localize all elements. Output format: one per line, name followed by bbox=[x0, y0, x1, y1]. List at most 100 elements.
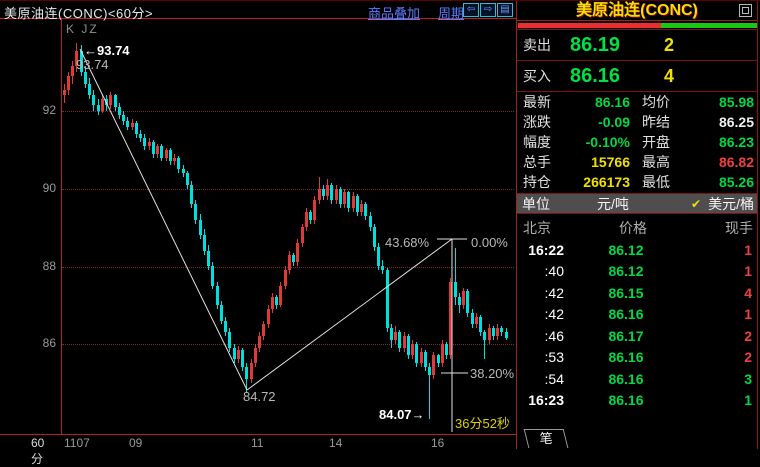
candle-body bbox=[318, 189, 321, 200]
candle-body bbox=[182, 169, 185, 173]
annotation-label: 36分52秒 bbox=[455, 416, 510, 431]
stat-value: 86.23 bbox=[718, 134, 754, 150]
candle-body bbox=[390, 328, 393, 340]
annotation-label: ←93.74 bbox=[84, 43, 130, 58]
candle-body bbox=[496, 328, 499, 336]
candle-body bbox=[386, 270, 389, 328]
candle-body bbox=[347, 192, 350, 208]
time-axis-line bbox=[0, 434, 516, 435]
tab-transactions[interactable]: 笔 bbox=[523, 429, 569, 448]
candle-body bbox=[186, 173, 189, 185]
tick-header-time: 北京 bbox=[523, 219, 551, 236]
candle-body bbox=[271, 297, 274, 309]
candle-wick bbox=[484, 330, 485, 359]
candle-body bbox=[101, 99, 104, 111]
annotation-label: 93.74 bbox=[76, 57, 109, 72]
candle-body bbox=[241, 350, 244, 367]
scroll-left-icon[interactable]: ⇦ bbox=[463, 3, 479, 17]
ask-row: 卖出 86.19 2 bbox=[518, 30, 757, 60]
sell-ratio-segment bbox=[518, 23, 662, 28]
split-window-icon[interactable]: ▤ bbox=[497, 3, 513, 17]
trendline bbox=[246, 238, 453, 391]
scroll-right-icon[interactable]: ⇨ bbox=[480, 3, 496, 17]
candle-body bbox=[322, 189, 325, 196]
candle-body bbox=[326, 185, 329, 196]
stat-row: 涨跌 -0.09 昨结 86.25 bbox=[518, 112, 757, 132]
candle-body bbox=[369, 216, 372, 227]
candle-body bbox=[80, 51, 83, 72]
candle-body bbox=[313, 200, 316, 220]
candle-body bbox=[220, 305, 223, 321]
stat-label: 总手 bbox=[523, 154, 551, 170]
tick-price: 86.16 bbox=[608, 392, 644, 409]
bid-size: 4 bbox=[664, 65, 675, 86]
candle-body bbox=[262, 324, 265, 336]
tick-row: :53 86.16 2 bbox=[518, 347, 757, 369]
candle-body bbox=[88, 84, 91, 95]
candle-body bbox=[245, 367, 248, 379]
candle-body bbox=[292, 255, 295, 262]
overlay-button[interactable]: 商品叠加 bbox=[368, 6, 421, 21]
annotation-label: 43.68% bbox=[385, 235, 430, 250]
tick-time: 16:22 bbox=[528, 241, 564, 258]
candle-body bbox=[458, 297, 461, 305]
tick-time: :42 bbox=[544, 306, 564, 323]
candle-body bbox=[156, 146, 159, 154]
candle-body bbox=[224, 321, 227, 332]
candle-body bbox=[424, 352, 427, 367]
candle-body bbox=[211, 266, 214, 286]
candle-body bbox=[250, 363, 253, 379]
candle-body bbox=[407, 336, 410, 355]
time-tick-label: 1107 bbox=[64, 436, 90, 450]
candle-body bbox=[415, 344, 418, 363]
period-button[interactable]: 周期 bbox=[438, 6, 465, 21]
time-tick-label: 14 bbox=[329, 436, 343, 450]
candle-body bbox=[126, 121, 129, 127]
stat-row: 最新 86.16 均价 85.98 bbox=[518, 92, 757, 112]
candle-body bbox=[500, 328, 503, 332]
candle-body bbox=[411, 344, 414, 355]
unit-option-usd-barrel[interactable]: 美元/桶 bbox=[708, 195, 754, 212]
unit-selector-row[interactable]: 单位 元/吨 ✔ 美元/桶 bbox=[517, 193, 758, 214]
unit-option-yuan-ton[interactable]: 元/吨 bbox=[597, 195, 629, 212]
tick-time: :40 bbox=[544, 263, 564, 280]
tick-time: :53 bbox=[544, 349, 564, 366]
tick-row: :54 86.16 3 bbox=[518, 368, 757, 390]
tick-row: 16:22 86.12 1 bbox=[518, 239, 757, 261]
stat-label: 涨跌 bbox=[523, 114, 551, 130]
candle-body bbox=[471, 313, 474, 324]
candle-body bbox=[403, 336, 406, 348]
candle-body bbox=[254, 348, 257, 363]
tick-price: 86.17 bbox=[608, 327, 644, 344]
candle-body bbox=[454, 282, 457, 297]
bid-row: 买入 86.16 4 bbox=[518, 61, 757, 91]
tab-transactions-label: 笔 bbox=[539, 431, 553, 446]
tick-volume: 1 bbox=[744, 392, 752, 409]
ask-price: 86.19 bbox=[570, 33, 621, 56]
tick-row: 16:23 86.16 1 bbox=[518, 390, 757, 412]
stat-value: 86.82 bbox=[718, 154, 754, 170]
candle-body bbox=[398, 332, 401, 348]
tick-row: :42 86.15 4 bbox=[518, 282, 757, 304]
stat-row: 总手 15766 最高 86.82 bbox=[518, 152, 757, 172]
checkmark-icon: ✔ bbox=[691, 196, 702, 211]
candle-body bbox=[143, 138, 146, 146]
tick-price: 86.16 bbox=[608, 306, 644, 323]
panel-right-border bbox=[757, 1, 758, 449]
candle-body bbox=[462, 291, 465, 305]
price-tick-label: 88 bbox=[42, 259, 56, 273]
maximize-icon[interactable] bbox=[739, 4, 752, 17]
candle-body bbox=[381, 266, 384, 270]
stat-label: 昨结 bbox=[642, 114, 670, 130]
candle-body bbox=[343, 192, 346, 204]
candle-body bbox=[267, 309, 270, 324]
candle-body bbox=[92, 95, 95, 105]
stat-row: 幅度 -0.10% 开盘 86.23 bbox=[518, 132, 757, 152]
quote-panel-header: 美原油连(CONC) bbox=[517, 1, 757, 21]
candle-body bbox=[118, 107, 121, 115]
candle-body bbox=[360, 204, 363, 212]
stat-label: 幅度 bbox=[523, 134, 551, 150]
candle-body bbox=[420, 352, 423, 363]
candle-body bbox=[122, 115, 125, 121]
